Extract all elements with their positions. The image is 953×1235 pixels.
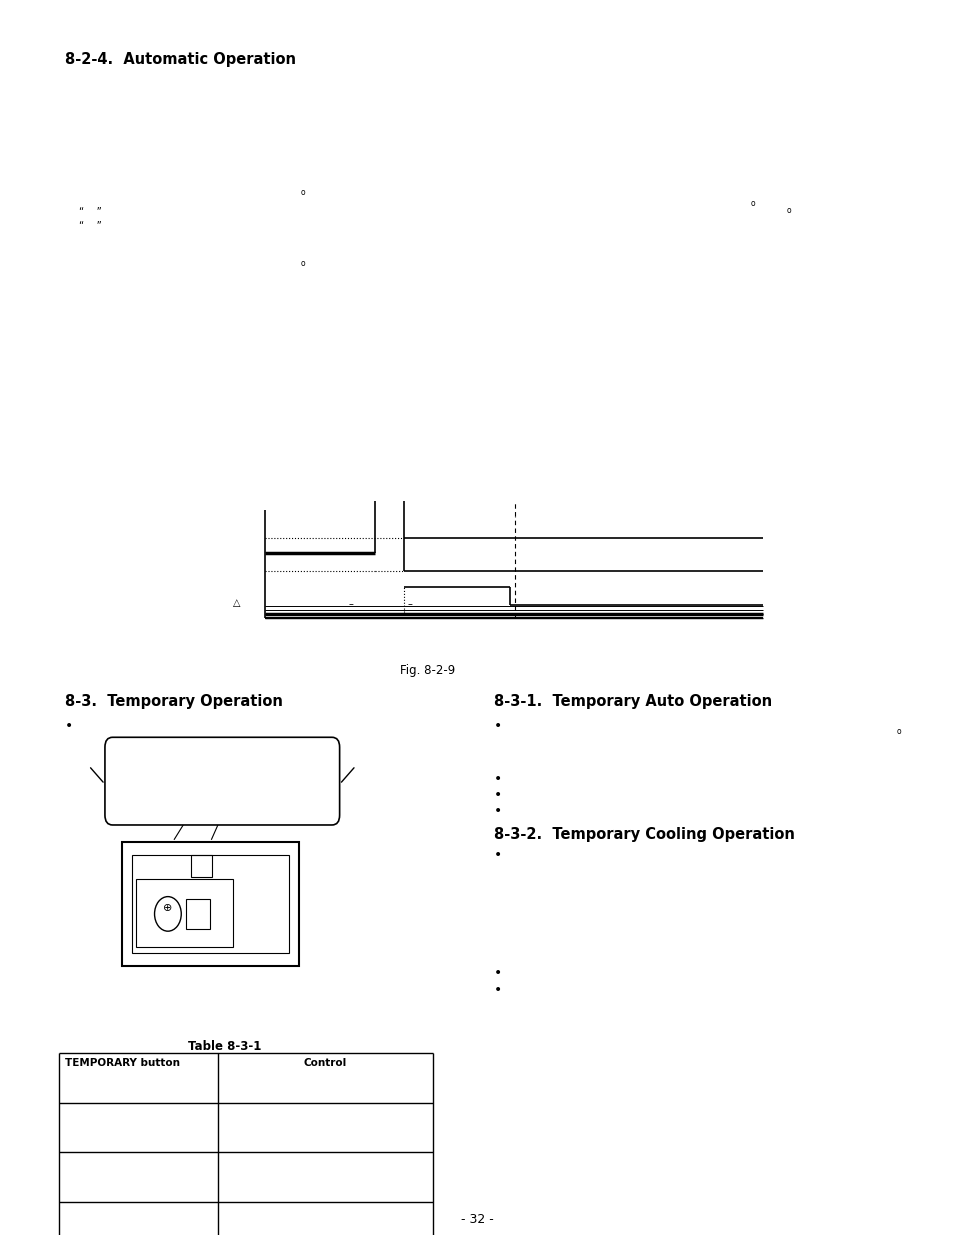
Text: o: o [786,206,791,215]
Text: •: • [494,983,502,997]
Text: •: • [494,848,502,862]
Bar [132,855,289,953]
Bar [186,899,210,929]
Text: Control: Control [303,1058,347,1068]
Text: o: o [300,259,305,268]
Text: Table 8-3-1: Table 8-3-1 [188,1040,260,1053]
Text: “    ”: “ ” [79,221,102,231]
Text: △: △ [233,598,240,608]
Bar [191,855,212,877]
Text: •: • [494,966,502,979]
Bar [122,842,298,966]
Text: •: • [494,804,502,818]
Text: “    ”: “ ” [79,207,102,217]
Text: •: • [494,788,502,802]
FancyBboxPatch shape [105,737,339,825]
Text: o: o [896,727,901,736]
Text: 8-3-2.  Temporary Cooling Operation: 8-3-2. Temporary Cooling Operation [494,827,794,842]
Text: •: • [65,719,73,732]
Text: o: o [300,188,305,196]
Bar [136,879,233,947]
Text: ⊕: ⊕ [163,903,172,913]
Text: 8-3.  Temporary Operation: 8-3. Temporary Operation [65,694,282,709]
Text: o: o [750,199,755,207]
Text: •: • [494,772,502,785]
Text: Fig. 8-2-9: Fig. 8-2-9 [399,664,455,678]
Text: •: • [494,719,502,732]
Text: 8-3-1.  Temporary Auto Operation: 8-3-1. Temporary Auto Operation [494,694,772,709]
Text: –: – [348,599,354,609]
Text: - 32 -: - 32 - [460,1213,493,1226]
Text: –: – [407,599,413,609]
Text: 8-2-4.  Automatic Operation: 8-2-4. Automatic Operation [65,52,295,67]
Text: TEMPORARY button: TEMPORARY button [65,1058,180,1068]
